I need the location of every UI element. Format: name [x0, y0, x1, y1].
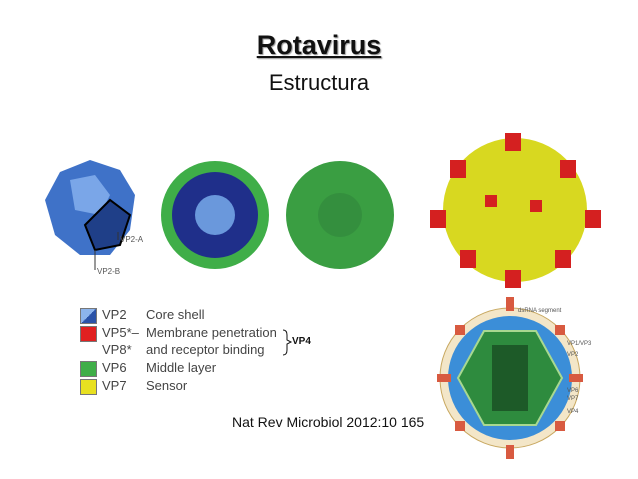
- citation: Nat Rev Microbiol 2012:10 165: [232, 414, 425, 430]
- legend-swatch-vp5: [80, 326, 97, 342]
- legend-desc: Sensor: [146, 378, 188, 393]
- legend-swatch-vp6: [80, 361, 97, 377]
- vp6-layer-image: [161, 161, 269, 269]
- legend-code: VP2: [102, 307, 127, 322]
- legend-code: VP8*: [102, 342, 132, 357]
- legend-swatch-vp7: [80, 379, 97, 395]
- slide-title: Rotavirus: [256, 30, 382, 60]
- diagram-label: VP7: [567, 396, 579, 402]
- legend-code: VP7: [102, 378, 127, 393]
- diagram-label: VP4: [567, 409, 579, 415]
- legend-code: VP5*–: [102, 325, 139, 340]
- legend-desc: Membrane penetration: [146, 325, 277, 340]
- schematic-diagram: [437, 297, 583, 459]
- diagram-label: dsRNA segment: [518, 308, 562, 314]
- slide-subtitle: Estructura: [268, 70, 370, 95]
- diagram-label: VP1/VP3: [567, 341, 592, 347]
- legend-swatch-vp2: [80, 308, 97, 324]
- legend-code: VP6: [102, 360, 127, 375]
- diagram-label: VP6: [567, 388, 579, 394]
- legend-desc: Core shell: [146, 307, 205, 322]
- legend-desc: Middle layer: [146, 360, 217, 375]
- vp2a-label: VP2-A: [120, 235, 144, 244]
- legend-desc: and receptor binding: [146, 342, 265, 357]
- vp2-core-image: [45, 160, 135, 270]
- diagram-label: VP2: [567, 352, 579, 358]
- mature-virion-image: [430, 133, 601, 288]
- vp6-surface-image: [286, 161, 394, 269]
- vp4-bracket-label: VP4: [292, 336, 311, 347]
- vp2b-label: VP2-B: [97, 267, 121, 276]
